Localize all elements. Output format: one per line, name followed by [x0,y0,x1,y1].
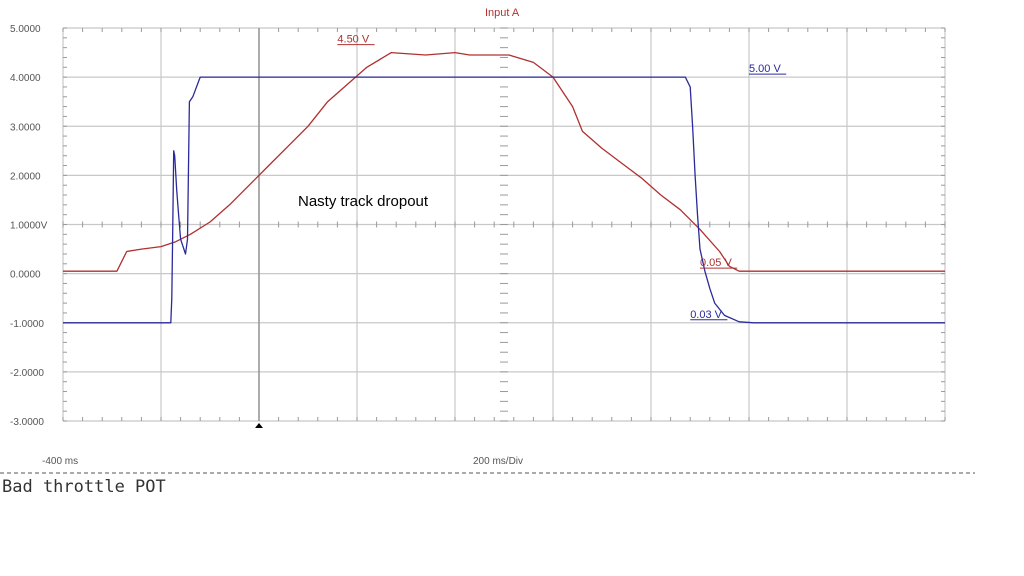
y-tick-label: 3.0000 [10,122,41,133]
y-tick-labels: 5.0000 4.0000 3.0000 2.0000 1.0000V 0.0000 -1.… [10,24,48,428]
y-tick-label: -1.0000 [10,319,44,330]
red-trace [63,51,945,272]
caption: Bad throttle POT [2,477,166,497]
value-annotation: 5.00 V [749,63,781,75]
chart-title: Input A [485,7,520,19]
x-axis-label: 200 ms/Div [473,456,523,467]
annotations: 4.50 V 5.00 V 0.05 V 0.03 V [337,34,787,321]
y-tick-label: -2.0000 [10,368,44,379]
y-tick-label: 1.0000V [10,221,48,232]
blue-trace [63,76,945,324]
y-tick-label: 2.0000 [10,171,41,182]
x-start-label: -400 ms [42,456,78,467]
y-tick-label: 5.0000 [10,24,41,35]
y-tick-label: -3.0000 [10,417,44,428]
traces [63,51,945,324]
value-annotation: 0.03 V [690,309,722,321]
value-annotation: 0.05 V [700,257,732,269]
y-tick-label: 0.0000 [10,270,41,281]
dropout-note: Nasty track dropout [298,193,429,210]
y-tick-label: 4.0000 [10,73,41,84]
value-annotation: 4.50 V [337,34,369,46]
minor-ticks [62,27,946,422]
trigger-marker-icon [255,423,263,428]
